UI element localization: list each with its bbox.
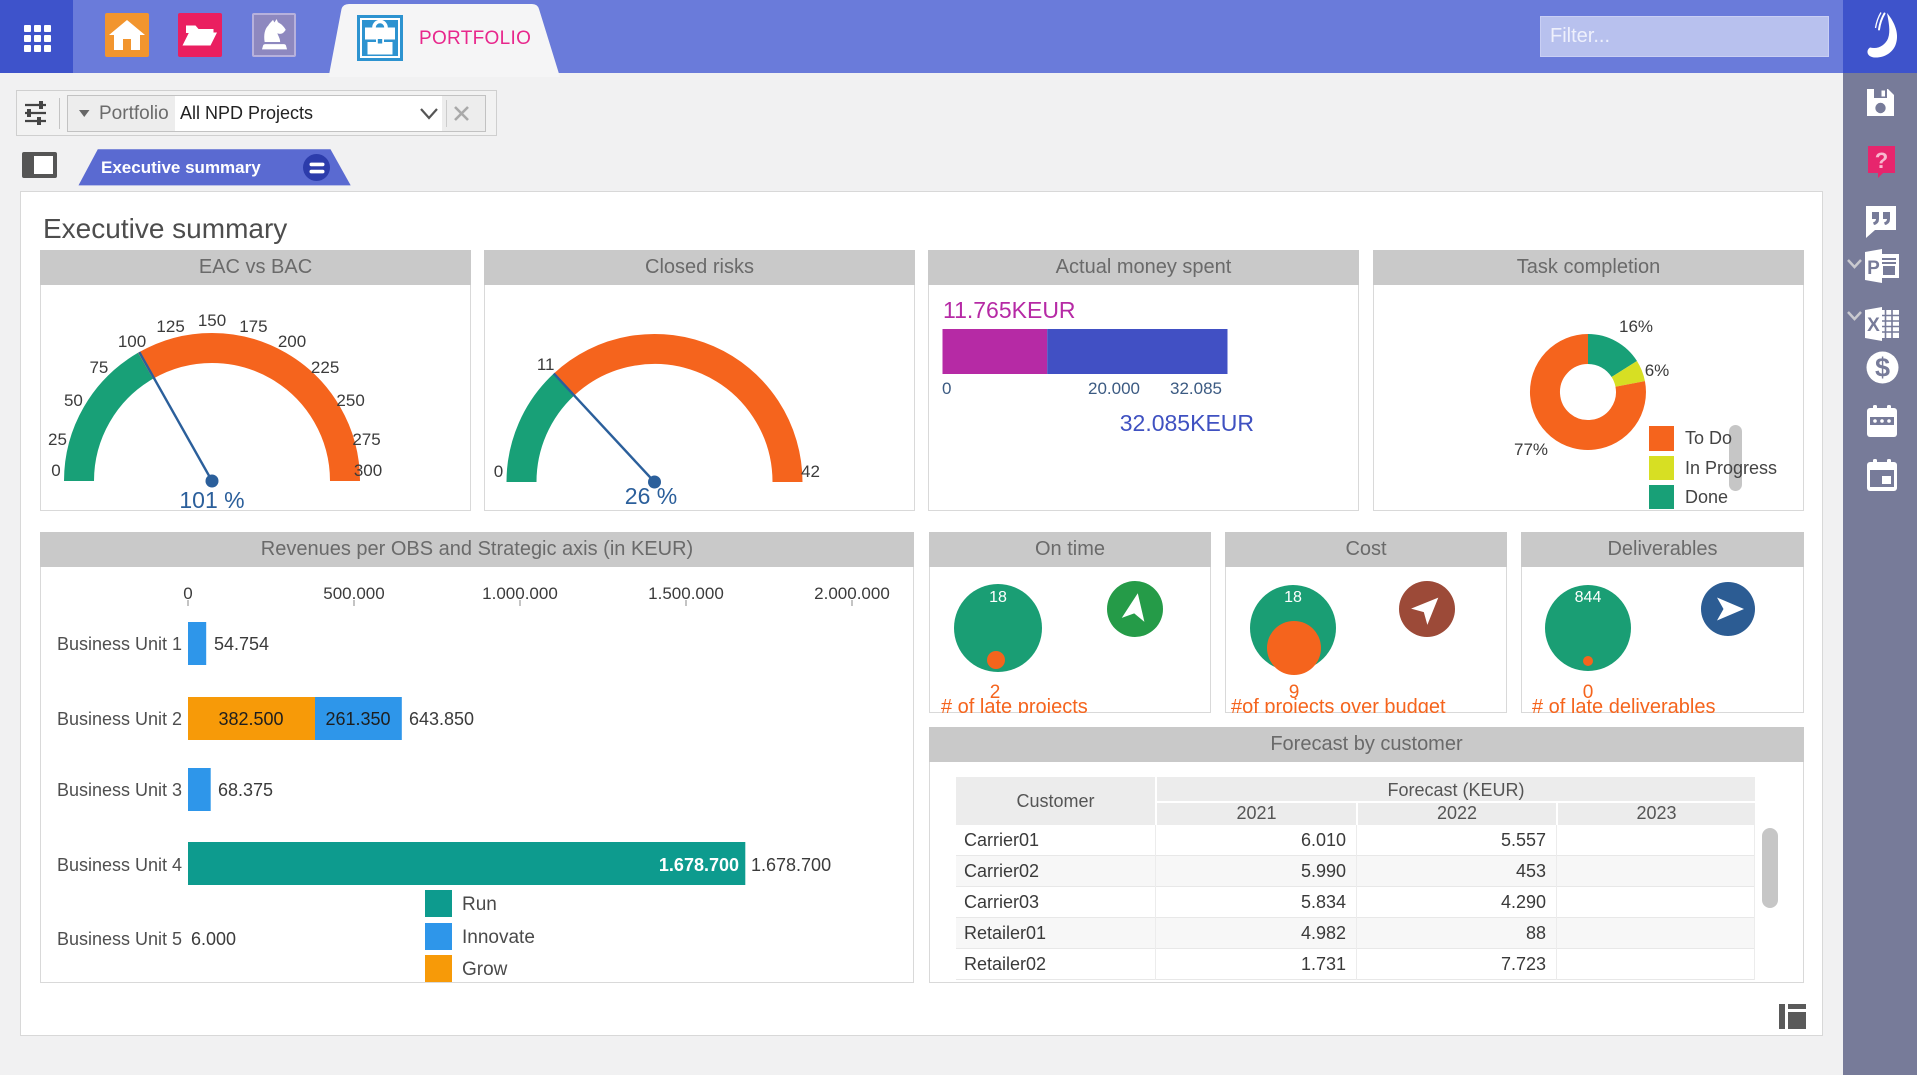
svg-text:2: 2 xyxy=(990,682,1001,703)
svg-text:275: 275 xyxy=(352,430,380,449)
svg-text:1.000.000: 1.000.000 xyxy=(482,584,558,603)
svg-text:6%: 6% xyxy=(1645,361,1670,380)
svg-text:68.375: 68.375 xyxy=(218,780,273,800)
svg-text:0: 0 xyxy=(51,461,60,480)
svg-text:2.000.000: 2.000.000 xyxy=(814,584,890,603)
svg-text:261.350: 261.350 xyxy=(325,709,390,729)
svg-text:11: 11 xyxy=(537,355,555,374)
svg-text:16%: 16% xyxy=(1619,317,1653,336)
svg-text:11.765KEUR: 11.765KEUR xyxy=(943,297,1076,323)
svg-text:250: 250 xyxy=(336,391,364,410)
svg-text:0: 0 xyxy=(1583,682,1594,703)
svg-text:Business Unit 2: Business Unit 2 xyxy=(57,709,182,729)
svg-text:54.754: 54.754 xyxy=(214,634,269,654)
svg-text:382.500: 382.500 xyxy=(218,709,283,729)
svg-text:# of late deliverables: # of late deliverables xyxy=(1532,696,1715,713)
svg-text:77%: 77% xyxy=(1514,440,1548,459)
svg-text:101 %: 101 % xyxy=(179,487,244,510)
svg-text:#of projects over budget: #of projects over budget xyxy=(1231,696,1446,713)
svg-text:To Do: To Do xyxy=(1685,428,1732,448)
svg-text:18: 18 xyxy=(989,589,1007,606)
svg-text:0: 0 xyxy=(494,462,503,481)
svg-text:Business Unit 5: Business Unit 5 xyxy=(57,929,182,949)
svg-text:844: 844 xyxy=(1575,589,1602,606)
svg-text:Business Unit 1: Business Unit 1 xyxy=(57,634,182,654)
svg-text:Business Unit 3: Business Unit 3 xyxy=(57,780,182,800)
svg-text:9: 9 xyxy=(1289,682,1300,703)
svg-text:In Progress: In Progress xyxy=(1685,458,1777,478)
svg-text:6.000: 6.000 xyxy=(191,929,236,949)
svg-text:100: 100 xyxy=(118,332,146,351)
svg-text:Run: Run xyxy=(462,894,497,915)
svg-text:643.850: 643.850 xyxy=(409,709,474,729)
svg-text:Done: Done xyxy=(1685,487,1728,507)
svg-text:Business Unit 4: Business Unit 4 xyxy=(57,855,182,875)
svg-text:18: 18 xyxy=(1284,589,1302,606)
svg-text:Innovate: Innovate xyxy=(462,927,535,948)
svg-text:# of late projects: # of late projects xyxy=(941,696,1088,713)
svg-text:1.500.000: 1.500.000 xyxy=(648,584,724,603)
svg-text:300: 300 xyxy=(354,461,382,480)
svg-text:1.678.700: 1.678.700 xyxy=(659,855,739,875)
svg-text:500.000: 500.000 xyxy=(323,584,384,603)
svg-text:1.678.700: 1.678.700 xyxy=(751,855,831,875)
svg-text:25: 25 xyxy=(48,430,67,449)
svg-text:0: 0 xyxy=(942,379,951,398)
svg-text:225: 225 xyxy=(311,358,339,377)
svg-text:26 %: 26 % xyxy=(625,483,677,509)
svg-text:Grow: Grow xyxy=(462,959,508,980)
svg-text:50: 50 xyxy=(64,391,83,410)
svg-text:75: 75 xyxy=(89,358,108,377)
svg-text:125: 125 xyxy=(156,317,184,336)
svg-text:P: P xyxy=(1867,258,1880,279)
svg-text:175: 175 xyxy=(239,317,267,336)
svg-text:200: 200 xyxy=(278,332,306,351)
svg-text:X: X xyxy=(1867,315,1880,336)
svg-text:32.085: 32.085 xyxy=(1170,379,1222,398)
svg-text:32.085KEUR: 32.085KEUR xyxy=(1120,410,1254,436)
svg-text:150: 150 xyxy=(198,311,226,330)
svg-text:0: 0 xyxy=(183,584,192,603)
svg-text:42: 42 xyxy=(801,462,820,481)
svg-text:$: $ xyxy=(1875,353,1890,383)
svg-text:20.000: 20.000 xyxy=(1088,379,1140,398)
svg-text:?: ? xyxy=(1875,148,1888,173)
